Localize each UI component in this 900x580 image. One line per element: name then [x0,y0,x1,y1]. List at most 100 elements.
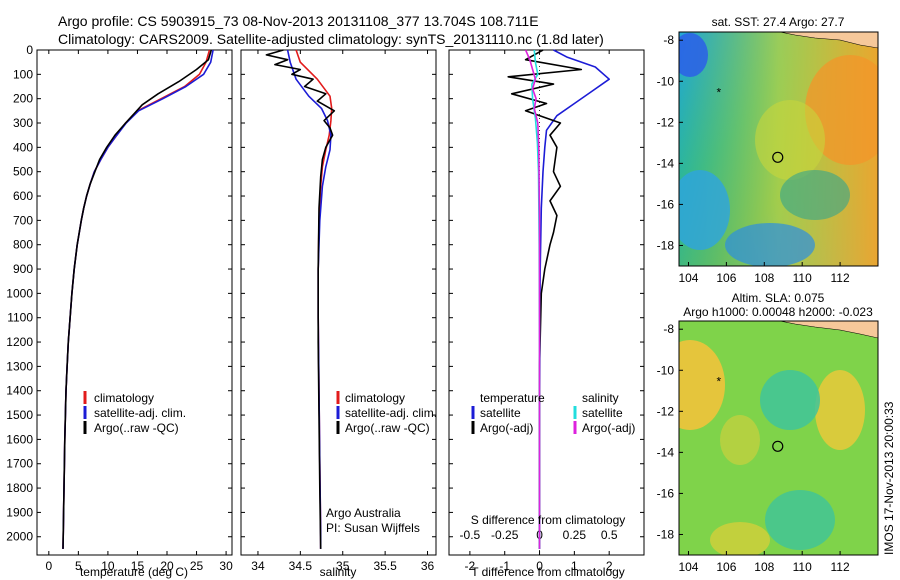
map-x-tick-label: 104 [678,271,698,285]
s-tick-label: 0.25 [563,528,587,542]
x-tick-label: 34 [251,559,265,573]
y-tick-label: 1100 [7,311,33,325]
legend-temperature-title: temperature [480,391,545,405]
y-tick-label: 500 [13,165,33,179]
sst-map-frame [678,31,879,267]
y-tick-label: 800 [13,238,33,252]
sla-map-subtitle: Argo h1000: 0.00048 h2000: -0.023 [683,305,873,319]
legend-temperature-satellite: satellite [480,406,521,420]
legend-satellite: satellite-adj. clim. [94,406,186,420]
map-y-tick-label: -16 [657,486,675,500]
map-y-tick-label: -8 [663,322,674,336]
map-y-tick-label: -18 [657,527,675,541]
difference-legend-salinity: salinity satellite Argo(-adj) [573,391,635,435]
profile-lines [62,49,611,549]
map-axes: 104 106 108 110 112 -8 -10 -12 -14 -16 -18 104 106 10… [657,33,850,574]
map-x-tick-label: 112 [831,560,850,574]
salinity-axes: 34 34.5 35 35.5 36 [241,49,436,573]
temperature-x-label: temperature (deg C) [80,565,188,579]
y-tick-label: 1300 [6,359,33,373]
y-tick-label: 900 [13,262,33,276]
map-y-tick-label: -14 [657,445,675,459]
legend-satellite: satellite-adj. clim. [345,406,437,420]
x-tick-label: 1 [571,559,578,573]
y-tick-label: 1700 [6,457,33,471]
sla-map [679,321,878,555]
x-tick-label: 20 [160,559,174,573]
map-y-tick-label: -18 [657,238,675,252]
x-tick-label: -2 [465,559,476,573]
map-x-tick-label: 104 [678,560,698,574]
series-line [286,49,332,549]
y-tick-label: 2000 [6,530,33,544]
legend-temperature-argo: Argo(-adj) [480,421,533,435]
legend-climatology: climatology [345,391,405,405]
legend-salinity-argo: Argo(-adj) [582,421,635,435]
y-tick-label: 200 [13,92,33,106]
salinity-x-label: salinity [320,565,357,579]
map-x-tick-label: 108 [754,560,774,574]
map-x-tick-label: 106 [716,271,736,285]
x-tick-label: 5 [75,559,82,573]
argo-position-marker [772,151,784,163]
y-tick-label: 0 [26,43,33,57]
x-tick-label: 25 [190,559,204,573]
map-y-tick-label: -10 [657,363,675,377]
salinity-legend: climatology satellite-adj. clim. Argo(..… [336,391,437,435]
annotation-institution: Argo Australia [326,506,401,520]
y-tick-label: 1600 [6,432,33,446]
difference-top-label: S difference from climatology [471,513,626,527]
annotation-pi: PI: Susan Wijffels [326,521,420,535]
y-tick-label: 1800 [6,481,33,495]
y-tick-label: 1000 [6,286,33,300]
legend-climatology: climatology [94,391,154,405]
map-markers: ** [716,86,784,452]
x-tick-label: 35.5 [373,559,397,573]
series-line [507,49,583,549]
map-x-tick-label: 112 [831,271,850,285]
x-tick-label: 35 [336,559,350,573]
map-y-tick-label: -12 [657,404,675,418]
difference-x-label: T difference from climatology [471,565,625,579]
sst-map [679,32,878,266]
x-tick-label: 15 [131,559,145,573]
legend-argo: Argo(..raw -QC) [94,421,179,435]
y-tick-label: 400 [13,140,33,154]
series-line [524,49,541,549]
x-tick-label: 34.5 [289,559,313,573]
series-line [62,49,213,549]
sla-map-frame [678,320,879,556]
figure-title-line2: Climatology: CARS2009. Satellite-adjuste… [58,31,604,47]
difference-plot-frame [448,49,645,556]
map-y-tick-label: -16 [657,197,675,211]
series-line [62,49,211,549]
prior-position-marker: * [716,375,721,389]
argo-position-marker [772,440,784,452]
s-tick-label: -0.25 [491,528,519,542]
y-tick-label: 1500 [6,408,33,422]
series-line [295,49,333,549]
series-line [538,49,611,549]
x-tick-label: -1 [499,559,510,573]
y-tick-label: 700 [13,213,33,227]
map-x-tick-label: 108 [754,271,774,285]
map-y-tick-label: -10 [657,74,675,88]
temperature-plot-frame [36,49,233,556]
temperature-legend: climatology satellite-adj. clim. Argo(..… [83,391,186,435]
x-tick-label: 0 [45,559,52,573]
y-tick-label: 100 [13,67,33,81]
series-line [265,49,336,549]
figure-title-line1: Argo profile: CS 5903915_73 08-Nov-2013 … [58,13,539,29]
difference-axes: -2 -1 0 1 2-0.5 -0.25 0 0.25 0.5 [449,49,644,573]
temperature-axes: 0 5 10 15 20 25 300100200300400500600700800900… [6,43,233,573]
y-tick-label: 300 [13,116,33,130]
credit-text: IMOS 17-Nov-2013 20:00:33 [882,401,896,555]
map-y-tick-label: -8 [663,33,674,47]
prior-position-marker: * [716,86,721,100]
difference-legend-temperature: temperature satellite Argo(-adj) [471,391,545,435]
sla-map-title: Altim. SLA: 0.075 [732,291,825,305]
map-x-tick-label: 110 [793,560,812,574]
y-tick-label: 1200 [6,335,33,349]
x-tick-label: 2 [606,559,613,573]
